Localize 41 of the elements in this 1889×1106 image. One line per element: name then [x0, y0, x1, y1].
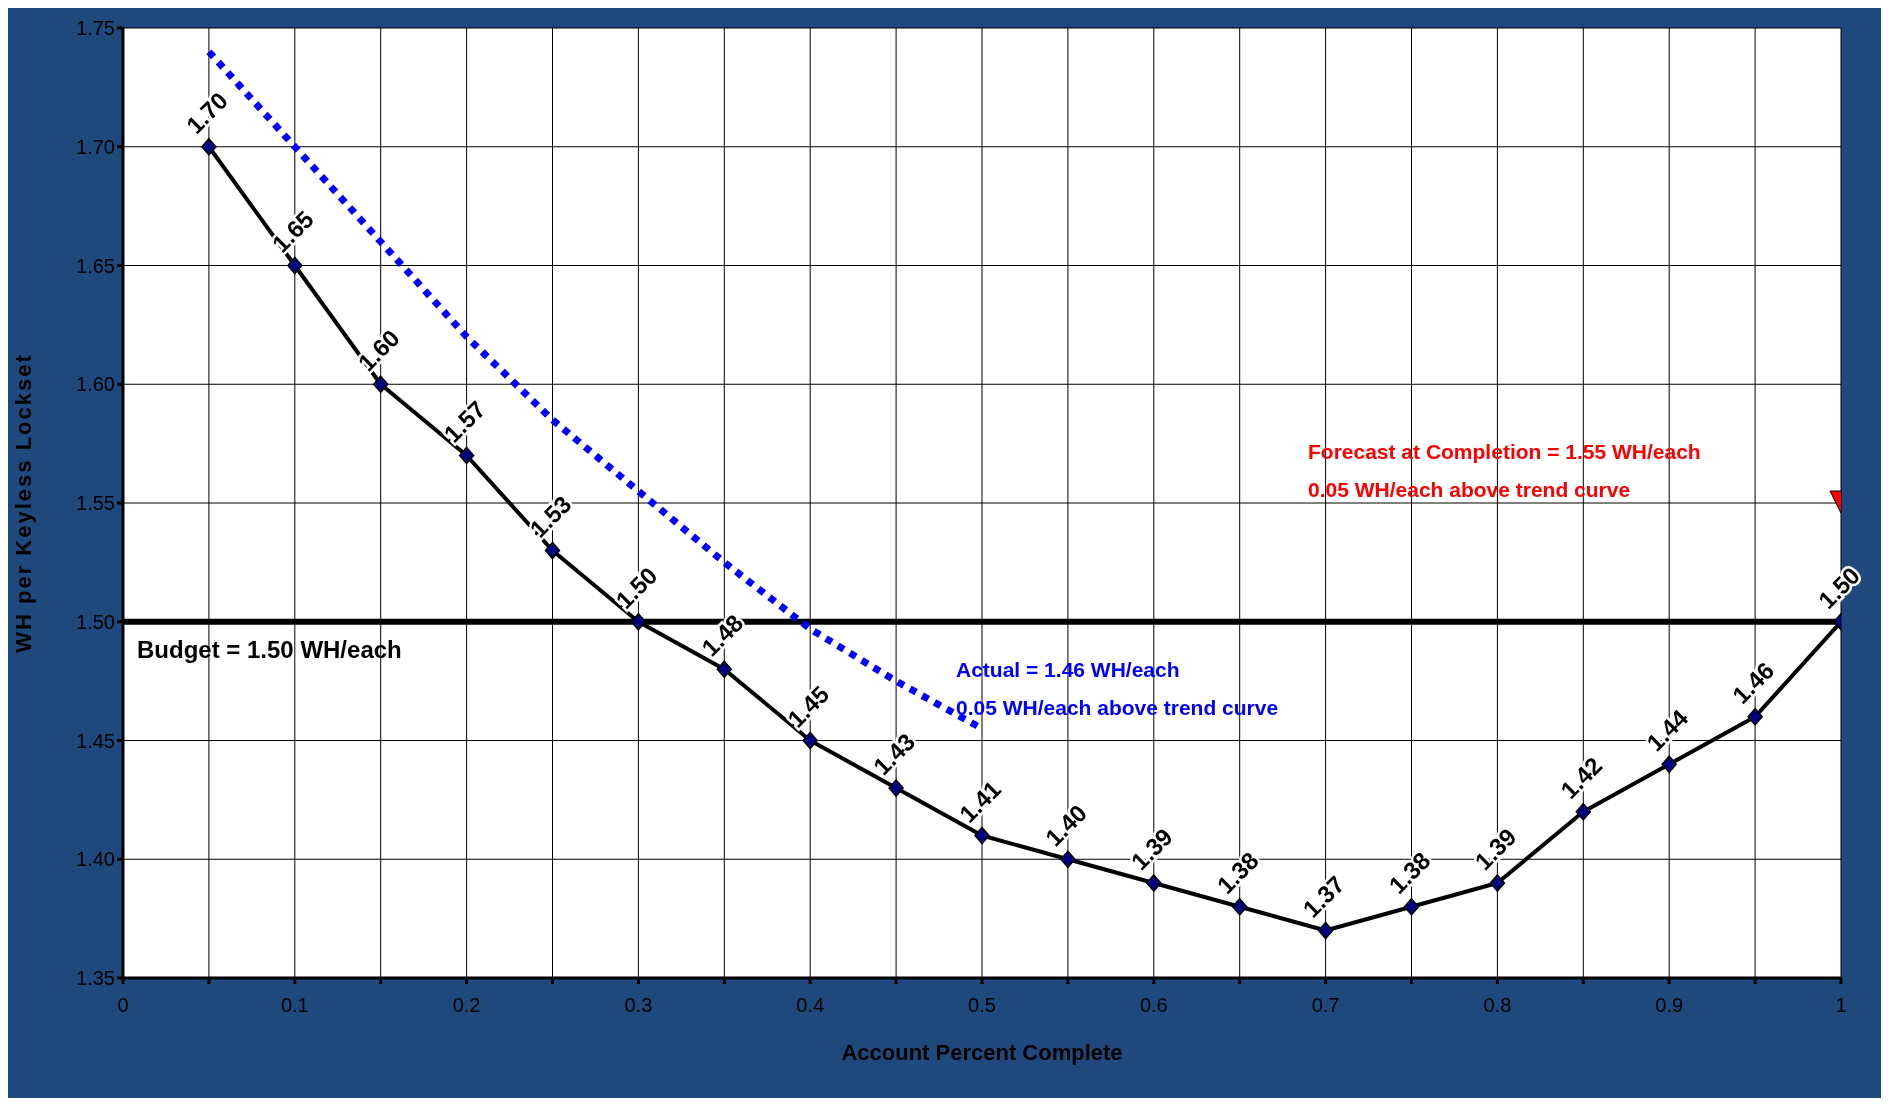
point — [1317, 921, 1334, 940]
y-axis-title: WH per Keyless Lockset — [10, 353, 36, 653]
x-axis-title: Account Percent Complete — [841, 1040, 1123, 1065]
x-tick-label: 1 — [1835, 994, 1847, 1017]
point — [1747, 708, 1763, 726]
point — [287, 256, 303, 275]
y-tick-label: 1.60 — [76, 373, 115, 396]
point — [1403, 898, 1420, 916]
point — [372, 375, 389, 393]
x-tick-label: 0.7 — [1311, 994, 1340, 1017]
x-tick-label: 0.6 — [1139, 994, 1168, 1017]
x-tick-label: 0.2 — [452, 994, 481, 1017]
point — [802, 731, 818, 750]
y-tick-label: 1.40 — [76, 848, 115, 871]
point — [1060, 850, 1076, 868]
y-tick-label: 1.75 — [76, 17, 115, 40]
point — [458, 446, 475, 465]
point — [1489, 874, 1506, 892]
y-tick-label: 1.70 — [76, 135, 115, 158]
y-tick-label: 1.50 — [76, 610, 115, 633]
y-tick-label: 1.55 — [76, 492, 115, 515]
y-tick-label: 1.65 — [76, 254, 115, 277]
y-tick-label: 1.45 — [76, 729, 115, 752]
x-tick-label: 0.8 — [1483, 994, 1512, 1017]
y-tick-label: 1.35 — [76, 967, 115, 990]
point — [1661, 755, 1677, 773]
point — [1146, 874, 1162, 892]
x-tick-label: 0.9 — [1655, 994, 1684, 1017]
point — [716, 660, 733, 678]
point — [888, 779, 904, 797]
point — [1575, 803, 1592, 821]
point — [630, 613, 647, 631]
x-tick-label: 0.5 — [968, 994, 996, 1017]
point — [974, 826, 990, 845]
x-tick-label: 0.3 — [624, 994, 653, 1017]
x-tick-label: 0 — [117, 994, 129, 1017]
x-tick-label: 0.4 — [796, 994, 825, 1017]
point — [1231, 898, 1248, 916]
x-tick-label: 0.1 — [280, 994, 309, 1017]
point — [544, 541, 561, 560]
point — [201, 138, 217, 156]
